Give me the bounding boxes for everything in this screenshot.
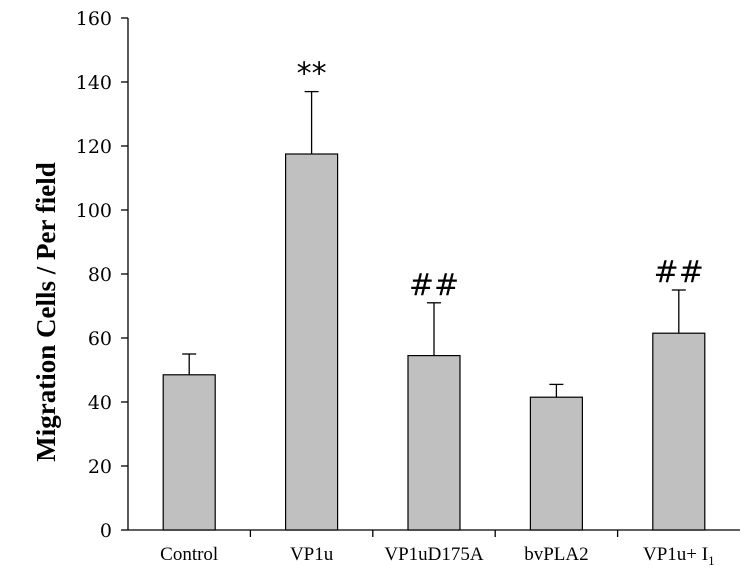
y-tick-label: 80 xyxy=(88,264,112,286)
bar xyxy=(652,332,706,531)
y-tick-label: 40 xyxy=(88,392,112,414)
y-tick-label: 60 xyxy=(88,328,112,350)
bar xyxy=(529,396,584,531)
y-ticks: 0 20 40 60 80 100 120 140 160 xyxy=(76,8,619,542)
bars xyxy=(162,153,706,531)
y-tick-label: 140 xyxy=(76,72,112,94)
significance-marker: ## xyxy=(409,268,459,303)
significance-marker: ** xyxy=(297,57,327,92)
x-tick-label: VP1uD175A xyxy=(384,544,484,565)
x-tick-label: bvPLA2 xyxy=(524,544,588,565)
significance-marker: ## xyxy=(654,255,704,290)
y-tick-label: 20 xyxy=(88,456,112,478)
y-tick-label: 100 xyxy=(76,200,112,222)
error-bar xyxy=(182,353,197,375)
y-tick-label: 160 xyxy=(76,8,112,30)
error-bar xyxy=(304,90,319,154)
x-tick-label: Control xyxy=(160,544,218,565)
error-bars xyxy=(182,90,686,398)
bar xyxy=(407,355,461,531)
y-axis-label: Migration Cells / Per field xyxy=(31,162,61,461)
error-bar xyxy=(671,289,686,334)
x-tick-label: VP1u+ I1 xyxy=(643,544,715,568)
bar xyxy=(162,374,216,531)
y-tick-label: 120 xyxy=(76,136,112,158)
significance-annotations: ** ## ## xyxy=(297,57,704,303)
x-tick-label: VP1u xyxy=(290,544,334,565)
error-bar xyxy=(427,302,441,356)
bar xyxy=(285,153,339,531)
x-tick-labels: Control VP1u VP1uD175A bvPLA2 VP1u+ I1 xyxy=(160,544,714,568)
error-bar xyxy=(549,383,564,398)
y-tick-label: 0 xyxy=(100,520,112,542)
